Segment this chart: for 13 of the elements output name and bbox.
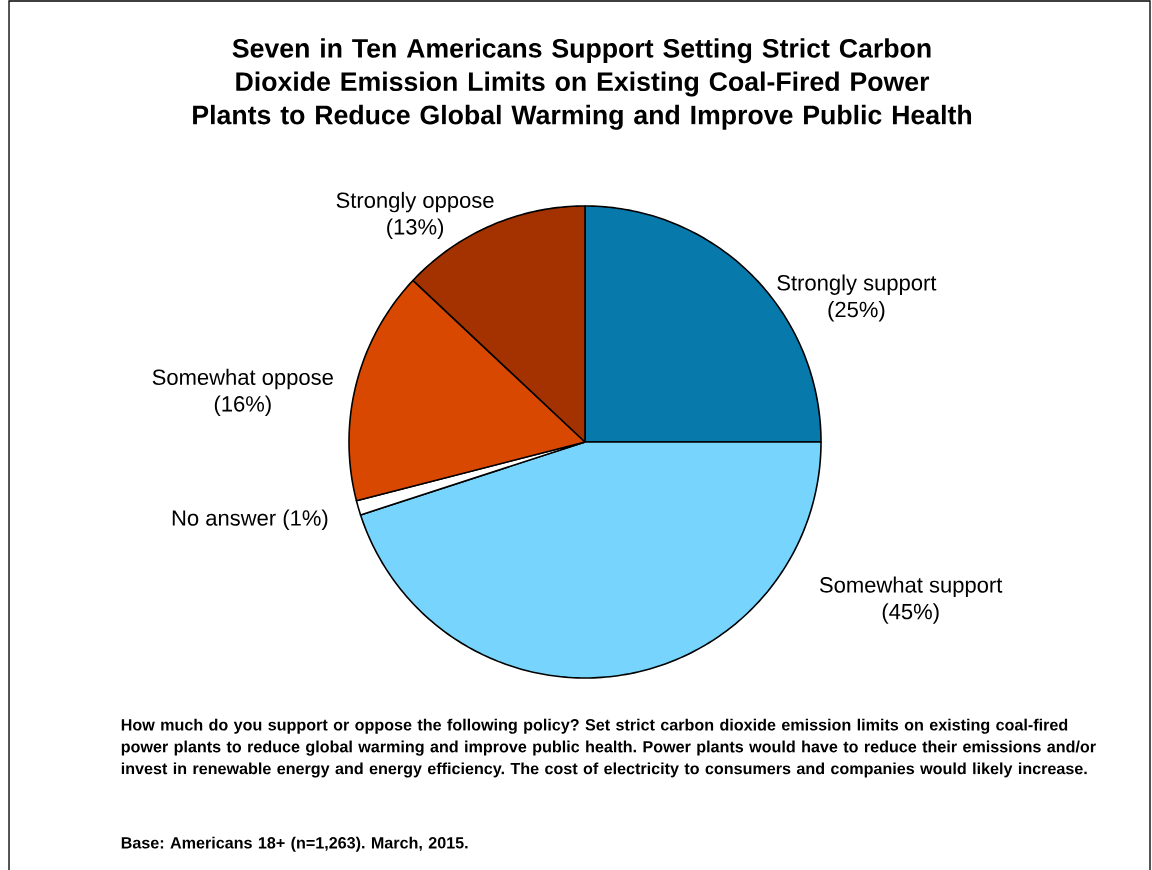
slice-label: Strongly support — [777, 274, 937, 295]
data-label: (45%) — [882, 603, 939, 624]
slice-label: Strongly oppose — [336, 191, 494, 213]
text: Base: Americans 18+ (n=1,263). March, 2015. — [121, 836, 468, 852]
data-label: (13%) — [387, 218, 444, 240]
data-label: (25%) — [828, 301, 885, 322]
slice-label: No answer — [172, 510, 276, 526]
data-label: (16%) — [214, 395, 271, 417]
chart-title: Seven in Ten Americans Support Setting Strict Carbon Dioxide Emission Limits on Existing Coal-Fired Power Plants to Reduce Global Warming and Improve Public Health — [193, 38, 972, 130]
slice-label: Somewhat support — [819, 576, 1003, 598]
text: How much do you support or oppose the following policy? Set strict carbon dioxide emission limits on existing coal-fired power plants to reduce global warming and improve public health. Power plants would have to reduce their emissions and/or invest in renewable energy and energy efficiency. The cost of electricity to consumers and companies would likely increase. — [121, 718, 1096, 778]
slice-label: Somewhat oppose — [152, 368, 333, 390]
data-label: (1%) — [283, 509, 328, 531]
